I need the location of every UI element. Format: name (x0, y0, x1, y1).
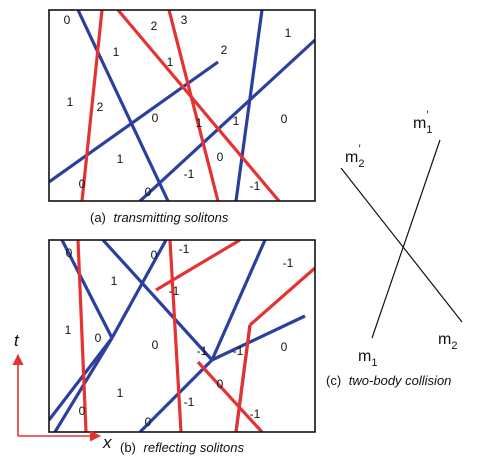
x-axis-label: x (102, 433, 112, 452)
region-label: 1 (196, 116, 203, 130)
region-label: 0 (281, 340, 288, 354)
region-label: 3 (181, 13, 188, 27)
region-label: 0 (79, 177, 86, 191)
panel-c-caption: (c) two-body collision (326, 373, 451, 388)
region-label: 0 (145, 415, 152, 429)
panel-b-red-line-6 (234, 324, 252, 432)
region-label: 1 (285, 26, 292, 40)
region-label: 0 (66, 246, 73, 260)
region-label: 1 (167, 55, 174, 69)
panel-a-blue-line-3 (138, 38, 315, 201)
panel-b-red-line-5 (248, 266, 315, 327)
region-label: 0 (281, 112, 288, 126)
panel-a-solitons (49, 10, 315, 201)
panel-a-blue-line-1 (76, 10, 170, 201)
region-label: -1 (184, 395, 195, 409)
region-label: -1 (197, 344, 208, 358)
region-label: -1 (250, 179, 261, 193)
region-label: 1 (67, 95, 74, 109)
panel-b-blue-line-4 (110, 240, 168, 339)
panel-a-region-labels: 0 2 3 1 1 2 1 1 2 0 1 1 0 1 0 -1 0 -1 0 (64, 13, 292, 199)
region-label: -1 (283, 256, 294, 270)
region-label: 1 (65, 323, 72, 337)
m1-label: m1 (358, 348, 377, 369)
panel-b-caption: (b) reflecting solitons (120, 440, 244, 455)
panel-b-blue-line-8 (211, 314, 306, 362)
region-label: 1 (117, 152, 124, 166)
region-label: 1 (111, 274, 118, 288)
panel-a-red-line-3 (167, 10, 220, 201)
panel-a-blue-line-2 (49, 60, 219, 184)
panel-a-red-line-2 (116, 10, 281, 201)
region-label: 0 (145, 185, 152, 199)
m1-prime-label: m1′ (413, 109, 432, 136)
t-axis-label: t (14, 331, 20, 350)
region-label: 2 (221, 43, 228, 57)
panel-a: 0 2 3 1 1 2 1 1 2 0 1 1 0 1 0 -1 0 -1 0 … (48, 9, 316, 225)
region-label: 0 (79, 404, 86, 418)
region-label: 0 (217, 150, 224, 164)
panel-c: m1′ m2′ m1 m2 (c) two-body collision (326, 109, 463, 388)
m2-label: m2 (438, 331, 457, 352)
region-label: 0 (95, 331, 102, 345)
region-label: 1 (113, 45, 120, 59)
panel-b-blue-line-3 (49, 337, 114, 421)
panel-a-red-line-1 (80, 10, 104, 201)
region-label: 2 (97, 100, 104, 114)
region-label: -1 (179, 242, 190, 256)
panel-b-blue-line-1 (60, 240, 114, 339)
panel-b-red-line-3 (155, 240, 241, 292)
region-label: 0 (151, 248, 158, 262)
panel-b-red-line-1 (76, 240, 88, 432)
panel-b-red-line-4 (196, 360, 264, 432)
panel-a-caption: (a) transmitting solitons (90, 210, 229, 225)
panel-b-blue-line-7 (210, 240, 267, 361)
panel-c-line-m2 (340, 167, 463, 323)
m2-prime-label: m2′ (345, 143, 364, 170)
region-label: 1 (233, 114, 240, 128)
region-label: 1 (117, 386, 124, 400)
region-label: 0 (217, 377, 224, 391)
region-label: 0 (64, 13, 71, 27)
panel-c-line-m1 (371, 139, 441, 339)
region-label: 0 (152, 338, 159, 352)
panel-a-blue-line-4 (234, 10, 264, 201)
region-label: 0 (152, 111, 159, 125)
panel-b-blue-line-5 (101, 240, 214, 362)
region-label: -1 (233, 344, 244, 358)
panel-a-frame (48, 9, 316, 202)
region-label: 2 (151, 19, 158, 33)
panel-b-blue-line-6 (138, 358, 214, 432)
panel-b-region-labels: 0 0 -1 -1 1 -1 1 0 0 -1 -1 0 1 0 0 -1 0 … (65, 242, 294, 429)
panel-b-frame (48, 239, 316, 433)
panel-b-red-line-2 (168, 240, 183, 432)
tx-axes: t x (12, 331, 112, 452)
region-label: -1 (250, 407, 261, 421)
panel-b-solitons (49, 240, 315, 432)
region-label: -1 (184, 167, 195, 181)
panel-b: 0 0 -1 -1 1 -1 1 0 0 -1 -1 0 1 0 0 -1 0 … (48, 239, 316, 455)
region-label: -1 (169, 284, 180, 298)
